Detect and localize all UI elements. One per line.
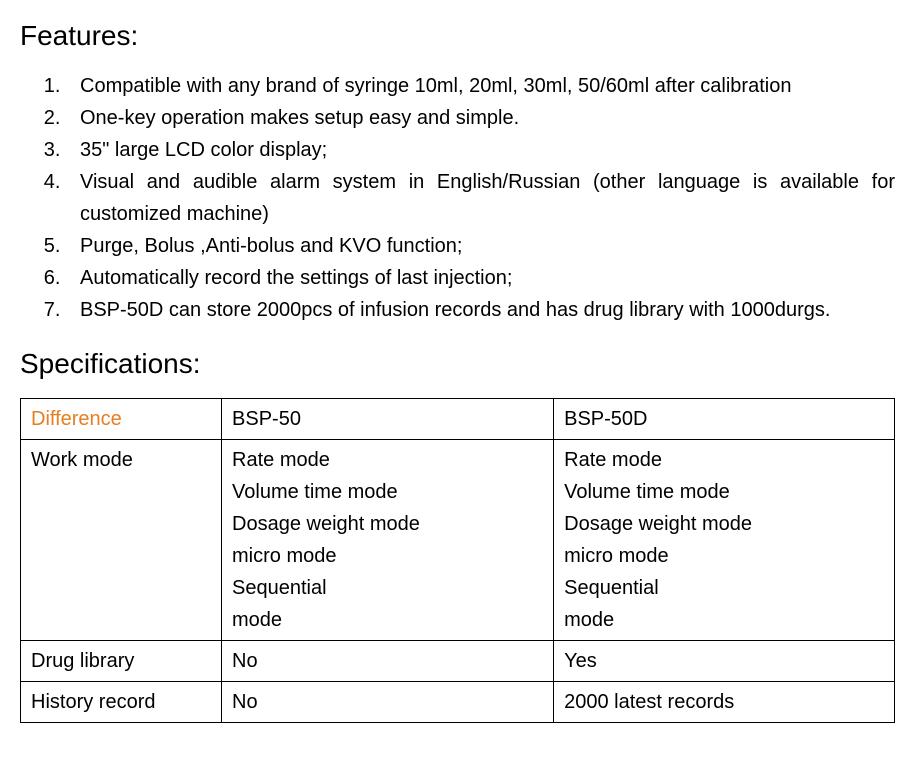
cell: Yes [554,641,895,682]
mode-line: Dosage weight mode [564,508,884,540]
mode-line: mode [232,604,543,636]
table-row: History record No 2000 latest records [21,682,895,723]
cell: No [222,641,554,682]
mode-line: mode [564,604,884,636]
features-heading: Features: [20,20,895,52]
feature-item: One-key operation makes setup easy and s… [66,102,895,134]
feature-item: Visual and audible alarm system in Engli… [66,166,895,230]
mode-line: Sequential [232,572,543,604]
mode-line: micro mode [232,540,543,572]
feature-item: BSP-50D can store 2000pcs of infusion re… [66,294,895,326]
cell-workmode-bsp50: Rate mode Volume time mode Dosage weight… [222,440,554,641]
mode-line: Volume time mode [232,476,543,508]
table-row: Drug library No Yes [21,641,895,682]
row-label: Drug library [21,641,222,682]
feature-item: Purge, Bolus ,Anti-bolus and KVO functio… [66,230,895,262]
mode-line: Volume time mode [564,476,884,508]
mode-line: Rate mode [232,444,543,476]
cell: No [222,682,554,723]
feature-item: Automatically record the settings of las… [66,262,895,294]
mode-line: Sequential [564,572,884,604]
features-list: Compatible with any brand of syringe 10m… [20,70,895,326]
mode-line: micro mode [564,540,884,572]
mode-line: Dosage weight mode [232,508,543,540]
table-header-row: Difference BSP-50 BSP-50D [21,399,895,440]
mode-line: Rate mode [564,444,884,476]
col-header-bsp50d: BSP-50D [554,399,895,440]
cell: 2000 latest records [554,682,895,723]
feature-item: Compatible with any brand of syringe 10m… [66,70,895,102]
col-header-difference: Difference [21,399,222,440]
cell-workmode-bsp50d: Rate mode Volume time mode Dosage weight… [554,440,895,641]
feature-item: 35" large LCD color display; [66,134,895,166]
specs-heading: Specifications: [20,348,895,380]
col-header-bsp50: BSP-50 [222,399,554,440]
row-label: History record [21,682,222,723]
table-row: Work mode Rate mode Volume time mode Dos… [21,440,895,641]
spec-table: Difference BSP-50 BSP-50D Work mode Rate… [20,398,895,723]
row-label: Work mode [21,440,222,641]
